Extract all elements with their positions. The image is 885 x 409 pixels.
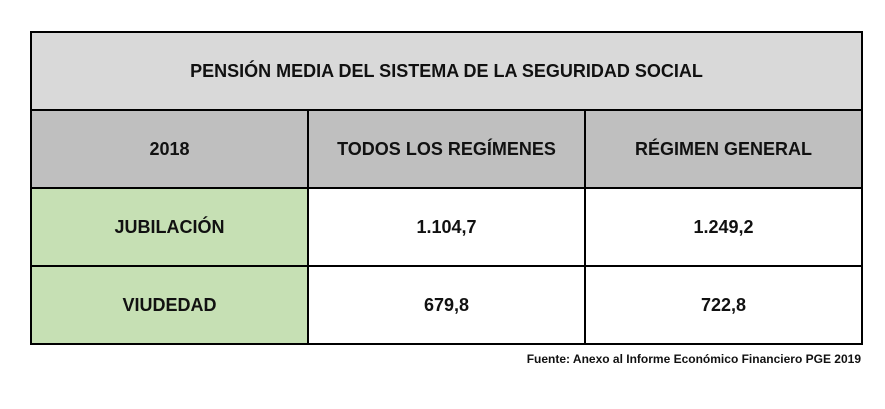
- table-title: PENSIÓN MEDIA DEL SISTEMA DE LA SEGURIDA…: [29, 31, 864, 111]
- jubilacion-todos-value: 1.104,7: [307, 187, 586, 267]
- title-row: PENSIÓN MEDIA DEL SISTEMA DE LA SEGURIDA…: [29, 31, 864, 111]
- table-row: JUBILACIÓN 1.104,7 1.249,2: [30, 187, 864, 267]
- source-note: Fuente: Anexo al Informe Económico Finan…: [526, 352, 861, 366]
- jubilacion-general-value: 1.249,2: [583, 187, 864, 267]
- header-year: 2018: [30, 109, 309, 189]
- row-label-jubilacion: JUBILACIÓN: [30, 187, 309, 267]
- row-label-viudedad: VIUDEDAD: [30, 265, 309, 345]
- table-row: VIUDEDAD 679,8 722,8: [30, 265, 864, 345]
- viudedad-todos-value: 679,8: [307, 265, 586, 345]
- viudedad-general-value: 722,8: [583, 265, 864, 345]
- header-row: 2018 TODOS LOS REGÍMENES RÉGIMEN GENERAL: [30, 109, 864, 189]
- header-todos-regimenes: TODOS LOS REGÍMENES: [307, 109, 586, 189]
- header-regimen-general: RÉGIMEN GENERAL: [583, 109, 864, 189]
- pension-table: PENSIÓN MEDIA DEL SISTEMA DE LA SEGURIDA…: [29, 31, 864, 345]
